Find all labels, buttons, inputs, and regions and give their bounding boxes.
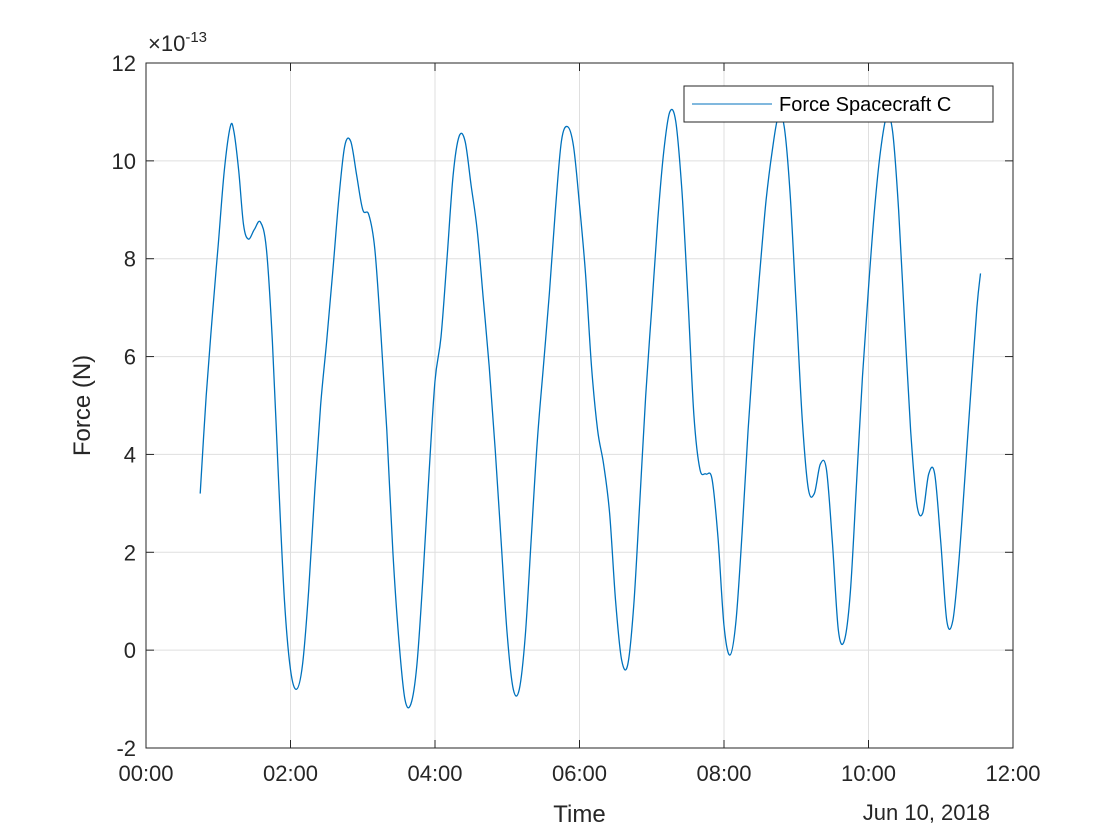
- y-axis-title: Force (N): [69, 355, 96, 456]
- x-tick-label: 00:00: [118, 761, 173, 786]
- y-tick-label: 6: [124, 345, 136, 370]
- x-tick-label: 02:00: [263, 761, 318, 786]
- y-tick-label: 10: [112, 149, 136, 174]
- series-line-0: [199, 108, 982, 709]
- y-axis-exponent: ×10-13: [148, 29, 207, 56]
- x-tick-label: 12:00: [985, 761, 1040, 786]
- y-exponent-base: ×10: [148, 31, 185, 56]
- y-tick-label: -2: [116, 736, 136, 761]
- x-tick-label: 04:00: [407, 761, 462, 786]
- x-tick-label: 08:00: [696, 761, 751, 786]
- y-tick-label: 2: [124, 540, 136, 565]
- y-tick-label: 0: [124, 638, 136, 663]
- y-tick-label: 12: [112, 51, 136, 76]
- legend: Force Spacecraft C: [683, 85, 994, 123]
- axis-ticks: 00:00 02:00 04:00 06:00 08:00 10:00 12:00 -2 0 2 4…: [112, 51, 1041, 786]
- series-layer: [199, 108, 982, 709]
- grid-lines: [146, 63, 1013, 748]
- x-axis-date-label: Jun 10, 2018: [863, 800, 990, 825]
- x-tick-label: 06:00: [552, 761, 607, 786]
- x-axis-title: Time: [553, 801, 605, 828]
- x-tick-label: 10:00: [841, 761, 896, 786]
- y-tick-label: 8: [124, 247, 136, 272]
- y-exponent-power: -13: [185, 29, 207, 46]
- y-tick-label: 4: [124, 442, 136, 467]
- legend-entry-label: Force Spacecraft C: [779, 94, 951, 116]
